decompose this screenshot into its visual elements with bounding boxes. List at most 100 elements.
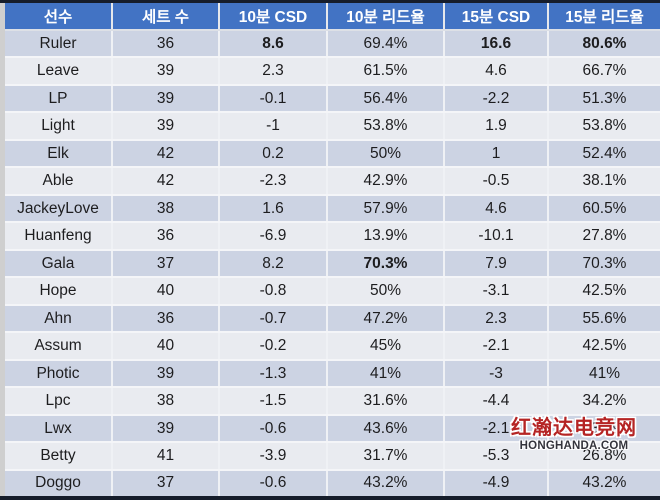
table-cell: 57.9% (327, 194, 445, 224)
table-cell: Light (5, 112, 113, 141)
table-cell: 39 (112, 84, 220, 114)
table-cell: -5.3 (444, 442, 549, 471)
table-cell: 4.6 (444, 57, 549, 86)
table-cell: -3.1 (444, 277, 549, 306)
table-cell: 38 (112, 387, 220, 416)
table-cell: 61.5% (327, 57, 445, 86)
table-cell: -0.8 (219, 277, 328, 306)
table-cell: 7.9 (444, 249, 549, 279)
table-row: Ruler 36 8.6 69.4% 16.6 80.6% (5, 30, 660, 59)
table-cell: -0.6 (219, 414, 328, 444)
table-cell: 2.3 (444, 304, 549, 334)
column-header-1: 선수 (5, 3, 113, 31)
header-row: 선수 세트 수 10분 CSD 10분 리드율 15분 CSD 15분 리드율 (5, 3, 660, 31)
table-cell: 43.6% (548, 414, 660, 444)
table-cell: 31.7% (327, 442, 445, 471)
table-cell: -0.1 (219, 84, 328, 114)
table-cell: 42 (112, 167, 220, 196)
table-cell: -2.1 (444, 414, 549, 444)
table-cell: 39 (112, 414, 220, 444)
table-cell: -0.6 (219, 469, 328, 496)
table-cell: Leave (5, 57, 113, 86)
table-cell: 52.4% (548, 139, 660, 169)
table-cell: 38 (112, 194, 220, 224)
table-cell: 39 (112, 57, 220, 86)
table-cell: Lwx (5, 414, 113, 444)
table-cell: 41 (112, 442, 220, 471)
table-cell: -1.3 (219, 359, 328, 389)
table-cell: 43.2% (548, 469, 660, 496)
table-cell: -2.3 (219, 167, 328, 196)
table-body: Ruler 36 8.6 69.4% 16.6 80.6% Leave 39 2.3 61.5% 4… (5, 30, 660, 496)
table-cell: Lpc (5, 387, 113, 416)
table-cell: 40 (112, 332, 220, 361)
table-cell: 41% (327, 359, 445, 389)
table-cell: 27.8% (548, 222, 660, 251)
table-cell: Betty (5, 442, 113, 471)
table-cell: Able (5, 167, 113, 196)
table-cell: JackeyLove (5, 194, 113, 224)
table-cell: 42.5% (548, 277, 660, 306)
table-row: Doggo 37 -0.6 43.2% -4.9 43.2% (5, 469, 660, 496)
table-row: Betty 41 -3.9 31.7% -5.3 26.8% (5, 442, 660, 471)
table-row: Gala 37 8.2 70.3% 7.9 70.3% (5, 249, 660, 279)
table-cell: -2.2 (444, 84, 549, 114)
table-cell: 26.8% (548, 442, 660, 471)
table-cell: 31.6% (327, 387, 445, 416)
table-cell: 50% (327, 139, 445, 169)
table-cell: 42.9% (327, 167, 445, 196)
table-cell: -0.5 (444, 167, 549, 196)
table-row: Leave 39 2.3 61.5% 4.6 66.7% (5, 57, 660, 86)
table-cell: 47.2% (327, 304, 445, 334)
table-cell: Ahn (5, 304, 113, 334)
table-cell: 60.5% (548, 194, 660, 224)
table-row: Lpc 38 -1.5 31.6% -4.4 34.2% (5, 387, 660, 416)
table-cell: 1.6 (219, 194, 328, 224)
table-cell: 50% (327, 277, 445, 306)
table-cell: 34.2% (548, 387, 660, 416)
table-row: Elk 42 0.2 50% 1 52.4% (5, 139, 660, 169)
table-cell: 36 (112, 222, 220, 251)
table-cell: 8.2 (219, 249, 328, 279)
table-cell: 66.7% (548, 57, 660, 86)
table-cell: 4.6 (444, 194, 549, 224)
table-row: Lwx 39 -0.6 43.6% -2.1 43.6% (5, 414, 660, 444)
table-cell: -0.7 (219, 304, 328, 334)
table-cell: 36 (112, 304, 220, 334)
table-cell: 55.6% (548, 304, 660, 334)
table-row: Huanfeng 36 -6.9 13.9% -10.1 27.8% (5, 222, 660, 251)
table-cell: -4.9 (444, 469, 549, 496)
table-row: Assum 40 -0.2 45% -2.1 42.5% (5, 332, 660, 361)
table-cell: Doggo (5, 469, 113, 496)
table-cell: 51.3% (548, 84, 660, 114)
column-header-2: 세트 수 (112, 3, 220, 31)
table-cell: -3 (444, 359, 549, 389)
table-cell: 53.8% (327, 112, 445, 141)
table-cell: 42 (112, 139, 220, 169)
table-cell: 13.9% (327, 222, 445, 251)
table-row: LP 39 -0.1 56.4% -2.2 51.3% (5, 84, 660, 114)
table-cell: 2.3 (219, 57, 328, 86)
column-header-3: 10분 CSD (219, 3, 328, 31)
table-cell: 1 (444, 139, 549, 169)
table-cell: 41% (548, 359, 660, 389)
table-cell: -1 (219, 112, 328, 141)
table-header: 선수 세트 수 10분 CSD 10분 리드율 15분 CSD 15분 리드율 (5, 3, 660, 31)
table-cell: -3.9 (219, 442, 328, 471)
table-cell: Gala (5, 249, 113, 279)
table-cell: 0.2 (219, 139, 328, 169)
table-cell: Assum (5, 332, 113, 361)
table-cell: 37 (112, 469, 220, 496)
column-header-5: 15분 CSD (444, 3, 549, 31)
table-cell: 70.3% (327, 249, 445, 279)
table-cell: 38.1% (548, 167, 660, 196)
table-cell: LP (5, 84, 113, 114)
column-header-4: 10분 리드율 (327, 3, 445, 31)
table-cell: 40 (112, 277, 220, 306)
table-cell: 39 (112, 359, 220, 389)
column-header-6: 15분 리드율 (548, 3, 660, 31)
table-cell: 16.6 (444, 30, 549, 59)
table-cell: Hope (5, 277, 113, 306)
table-cell: 39 (112, 112, 220, 141)
table-row: Photic 39 -1.3 41% -3 41% (5, 359, 660, 389)
